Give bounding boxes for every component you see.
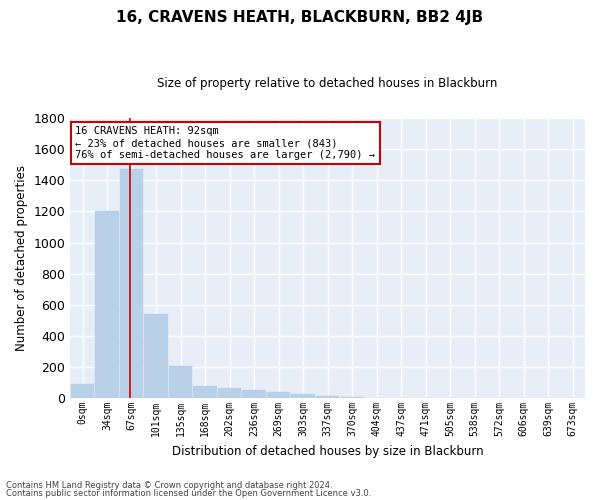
Text: 16 CRAVENS HEATH: 92sqm
← 23% of detached houses are smaller (843)
76% of semi-d: 16 CRAVENS HEATH: 92sqm ← 23% of detache… xyxy=(76,126,376,160)
Bar xyxy=(120,170,143,398)
Bar xyxy=(242,390,266,398)
Y-axis label: Number of detached properties: Number of detached properties xyxy=(15,165,28,351)
Bar xyxy=(193,386,217,398)
Bar xyxy=(71,384,94,398)
Text: Contains HM Land Registry data © Crown copyright and database right 2024.: Contains HM Land Registry data © Crown c… xyxy=(6,481,332,490)
Bar xyxy=(218,388,241,398)
Bar xyxy=(95,212,119,398)
Bar xyxy=(292,394,315,398)
Bar xyxy=(145,314,168,398)
Bar xyxy=(169,366,192,398)
Text: Contains public sector information licensed under the Open Government Licence v3: Contains public sector information licen… xyxy=(6,488,371,498)
X-axis label: Distribution of detached houses by size in Blackburn: Distribution of detached houses by size … xyxy=(172,444,484,458)
Text: 16, CRAVENS HEATH, BLACKBURN, BB2 4JB: 16, CRAVENS HEATH, BLACKBURN, BB2 4JB xyxy=(116,10,484,25)
Title: Size of property relative to detached houses in Blackburn: Size of property relative to detached ho… xyxy=(157,78,498,90)
Bar xyxy=(267,392,290,398)
Bar xyxy=(316,396,339,398)
